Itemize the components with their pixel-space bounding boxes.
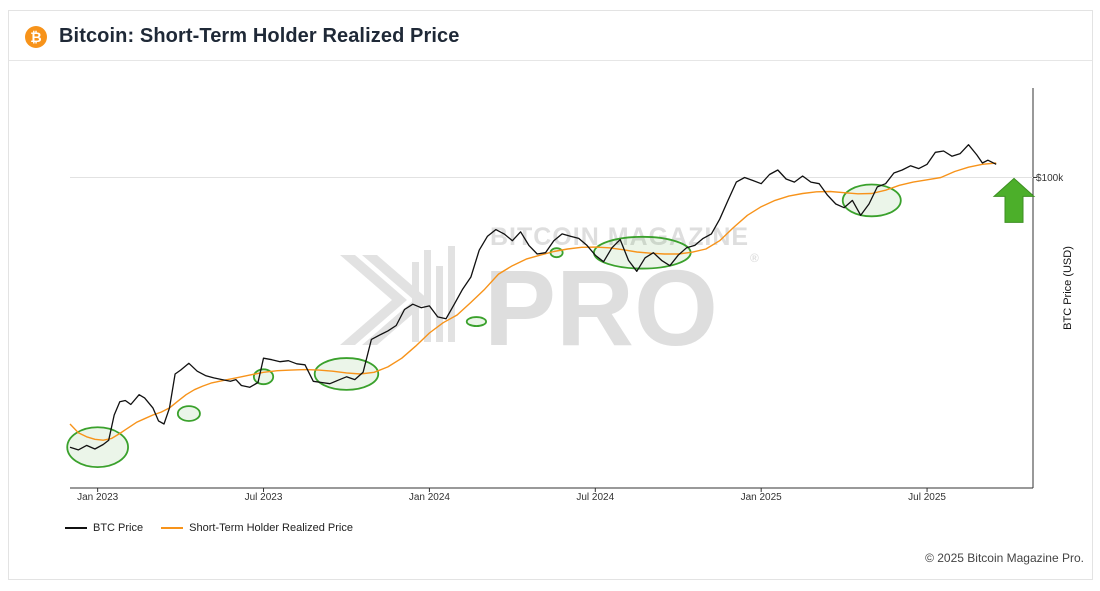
highlight-ellipse (465, 316, 487, 327)
watermark-registered-mark: ® (750, 251, 759, 265)
x-tick-label: Jul 2024 (576, 492, 614, 503)
legend-label-btc: BTC Price (93, 522, 144, 534)
sth-realized-price-line (69, 162, 997, 441)
bitcoin-logo-icon: ₿ (25, 26, 47, 48)
watermark: BITCOIN MAGAZINE PRO ® (340, 223, 759, 368)
x-tick-label: Jan 2023 (77, 492, 119, 503)
legend-swatch-btc (65, 527, 87, 529)
highlight-ellipse (176, 405, 201, 422)
y-tick-label: $100k (1036, 173, 1064, 184)
x-tick-label: Jan 2024 (409, 492, 451, 503)
chart-header: ₿ Bitcoin: Short-Term Holder Realized Pr… (9, 11, 1092, 61)
btc-price-line (69, 144, 997, 451)
legend-item-btc[interactable]: BTC Price (65, 522, 143, 534)
chart-title: Bitcoin: Short-Term Holder Realized Pric… (59, 25, 460, 47)
chart-card: ₿ Bitcoin: Short-Term Holder Realized Pr… (8, 10, 1093, 580)
legend: BTC Price Short-Term Holder Realized Pri… (65, 522, 353, 534)
watermark-main-text: PRO (484, 247, 718, 368)
watermark-logo-icon (340, 246, 455, 345)
x-axis-ticks: Jan 2023 Jul 2023 Jan 2024 Jul 2024 Jan 2025… (77, 488, 946, 503)
legend-label-sth: Short-Term Holder Realized Price (189, 522, 353, 534)
x-tick-label: Jul 2023 (245, 492, 283, 503)
legend-swatch-sth (161, 527, 184, 529)
copyright-text: © 2025 Bitcoin Magazine Pro. (925, 551, 1084, 565)
x-tick-label: Jul 2025 (908, 492, 946, 503)
y-axis-title: BTC Price (USD) (1062, 246, 1074, 330)
x-tick-label: Jan 2025 (741, 492, 783, 503)
highlight-ellipse (313, 357, 380, 391)
legend-item-sth[interactable]: Short-Term Holder Realized Price (161, 522, 353, 534)
series-group (69, 144, 997, 451)
up-arrow-icon (992, 177, 1036, 223)
y-axis-ticks: $100k (1033, 173, 1064, 184)
up-arrow-group (992, 177, 1036, 223)
